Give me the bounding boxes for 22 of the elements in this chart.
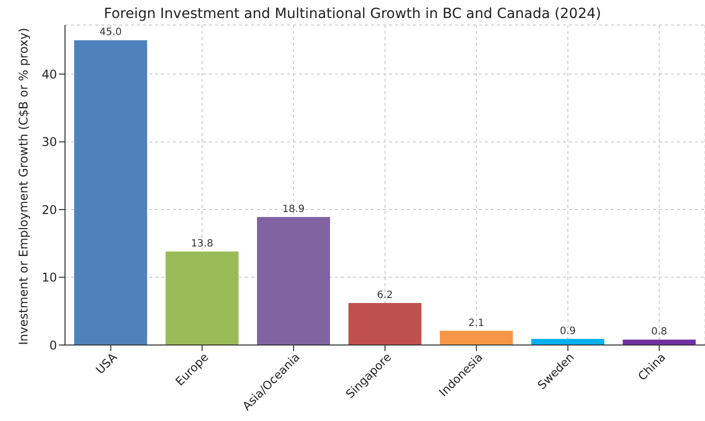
data-label: 45.0 [100,27,122,38]
y-tick-label: 0 [49,338,57,352]
bar [622,340,696,345]
y-tick-label: 20 [42,202,57,217]
data-label: 0.9 [560,326,576,337]
data-label: 0.8 [651,326,668,338]
bar [348,303,422,345]
bar [74,40,148,345]
data-label: 6.2 [376,290,393,302]
bar [531,338,604,345]
y-tick-label: 10 [42,270,57,285]
y-tick-label: 30 [42,135,57,150]
bar [166,252,239,345]
y-tick-label: 40 [42,67,57,82]
data-label: 2.1 [468,318,484,329]
data-label: 13.8 [190,238,214,250]
chart-title: Foreign Investment and Multinational Growth in BC and Canada (2024) [102,6,602,22]
x-tick-label: USA [92,350,120,377]
y-axis-title: Investment or Employment Growth (C$B or % proxy) [16,28,30,345]
bar [440,330,513,345]
data-label: 18.9 [282,204,305,215]
bar [257,217,330,345]
